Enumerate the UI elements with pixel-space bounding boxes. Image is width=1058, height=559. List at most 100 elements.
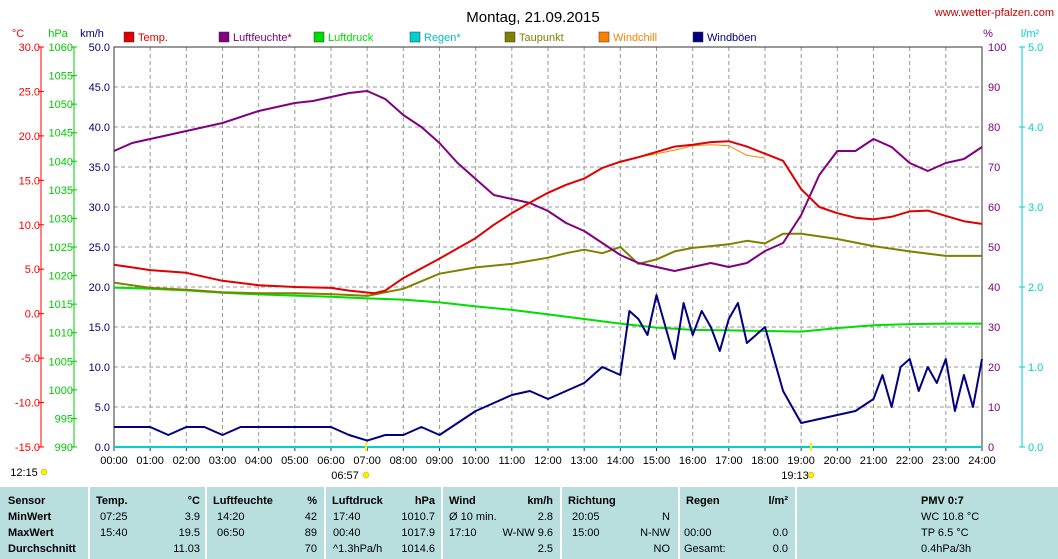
humidity-tick-label: 30 <box>988 322 1000 334</box>
humidity-tick-label: 50 <box>988 242 1000 254</box>
weather-chart: Montag, 21.09.2015 www.wetter-pfalzen.co… <box>10 7 1054 482</box>
stats-cell-dir-val: N-NW <box>640 527 670 539</box>
series-line <box>113 140 983 295</box>
temp-tick-label: -10.0 <box>15 398 40 410</box>
stats-cell-temp-val: 19.5 <box>178 527 200 539</box>
stats-cell-label: MaxWert <box>8 527 54 539</box>
stats-press-header: Luftdruck <box>332 495 383 507</box>
site-link[interactable]: www.wetter-pfalzen.com <box>934 7 1054 19</box>
legend-swatch <box>598 31 610 43</box>
sun-icon <box>40 468 48 476</box>
pressure-tick-label: 1010 <box>49 328 73 340</box>
stats-row: MinWert 07:25 3.9 14:20 42 17:40 1010.7 Ø 10 mi… <box>0 509 1058 525</box>
temp-tick-label: -5.0 <box>21 353 40 365</box>
stats-header-row: Sensor Temp. °C Luftfeuchte % Luftdruck … <box>0 493 1058 509</box>
x-tick-label: 19:00 <box>787 455 815 467</box>
x-tick-label: 04:00 <box>245 455 273 467</box>
stats-cell-pmv: WC 10.8 °C <box>921 511 980 523</box>
x-tick-label: 15:00 <box>643 455 671 467</box>
temp-tick-label: 20.0 <box>19 131 40 143</box>
sun-icon <box>807 471 815 479</box>
humidity-tick-label: 80 <box>988 122 1000 134</box>
rain-tick-label: 5.0 <box>1028 42 1043 54</box>
stats-cell-press-time: 00:40 <box>333 527 361 539</box>
temp-tick-label: 0.0 <box>25 309 40 321</box>
x-tick-label: 05:00 <box>281 455 309 467</box>
x-tick-label: 23:00 <box>932 455 960 467</box>
sun-icon <box>362 471 370 479</box>
x-tick-label: 07:00 <box>353 455 381 467</box>
sun-marker-label: 12:15 <box>10 467 38 479</box>
stats-cell-hum-val: 89 <box>304 527 317 539</box>
x-tick-label: 00:00 <box>100 455 128 467</box>
pressure-tick-label: 1025 <box>49 242 73 254</box>
wind-tick-label: 25.0 <box>89 242 110 254</box>
stats-cell-temp-val: 11.03 <box>173 543 200 555</box>
x-tick-label: 21:00 <box>860 455 888 467</box>
legend-swatch <box>409 31 421 43</box>
humidity-tick-label: 40 <box>988 282 1000 294</box>
stats-hum-header: Luftfeuchte <box>213 495 273 507</box>
pressure-tick-label: 1060 <box>49 42 73 54</box>
stats-cell-hum-time: 14:20 <box>217 511 245 523</box>
stats-cell-label: Durchschnitt <box>8 543 76 555</box>
stats-cell-pmv: 0.4hPa/3h <box>921 543 972 555</box>
legend-label: Windböen <box>707 32 757 44</box>
stats-temp-unit: °C <box>187 495 200 507</box>
stats-cell-press-time: 17:40 <box>333 511 361 523</box>
rain-tick-label: 2.0 <box>1028 282 1043 294</box>
tick-labels: 30.0 25.0 20.0 15.0 10.0 5.0 0.0 -5.0 -10.0 -15.0… <box>15 42 1043 467</box>
pressure-tick-label: 1040 <box>49 156 73 168</box>
humidity-tick-label: 20 <box>988 362 1000 374</box>
pressure-tick-label: 1050 <box>49 99 73 111</box>
stats-cell-hum-val: 42 <box>304 511 317 523</box>
stats-cell-press-val: 1010.7 <box>401 511 435 523</box>
wind-tick-label: 35.0 <box>89 162 110 174</box>
series-line <box>113 232 982 297</box>
legend: Temp. Luftfeuchte* Luftdruck Regen* Taupunkt… <box>123 31 757 44</box>
wind-tick-label: 10.0 <box>89 362 110 374</box>
pressure-tick-label: 1020 <box>49 271 73 283</box>
series-line <box>113 286 982 333</box>
sun-marker-label: 06:57 <box>331 470 359 482</box>
humidity-tick-label: 90 <box>988 82 1000 94</box>
rain-tick-label: 0.0 <box>1028 442 1043 454</box>
stats-rain-header: Regen <box>686 495 720 507</box>
stats-cell-wind-label: 17:10 <box>449 527 477 539</box>
stats-temp-header: Temp. <box>96 495 128 507</box>
wind-tick-label: 20.0 <box>89 282 110 294</box>
axis-unit-label: % <box>983 28 993 40</box>
x-tick-label: 03:00 <box>209 455 237 467</box>
stats-cell-wind-val: W-NW 9.6 <box>502 527 553 539</box>
legend-label: Taupunkt <box>519 32 564 44</box>
stats-cell-wind-label: Ø 10 min. <box>449 511 497 523</box>
legend-swatch <box>218 31 230 43</box>
x-tick-label: 10:00 <box>462 455 490 467</box>
legend-swatch <box>692 31 704 43</box>
temp-tick-label: 30.0 <box>19 42 40 54</box>
pressure-tick-label: 990 <box>55 442 73 454</box>
legend-swatch <box>313 31 325 43</box>
axis-unit-label: l/m² <box>1021 28 1040 40</box>
rain-tick-label: 1.0 <box>1028 362 1043 374</box>
stats-cell-press-val: 1017.9 <box>401 527 435 539</box>
wind-tick-label: 30.0 <box>89 202 110 214</box>
humidity-tick-label: 60 <box>988 202 1000 214</box>
x-tick-label: 24:00 <box>968 455 996 467</box>
stats-cell-dir-time: 20:05 <box>572 511 600 523</box>
pressure-tick-label: 1000 <box>49 385 73 397</box>
temp-tick-label: 15.0 <box>19 175 40 187</box>
stats-cell-press-time: ^1.3hPa/h <box>333 543 383 555</box>
legend-swatch <box>504 31 516 43</box>
humidity-tick-label: 100 <box>988 42 1006 54</box>
humidity-tick-label: 10 <box>988 402 1000 414</box>
x-tick-label: 12:00 <box>534 455 562 467</box>
pressure-tick-label: 1005 <box>49 356 73 368</box>
wind-tick-label: 45.0 <box>89 82 110 94</box>
stats-cell-dir-val: N <box>662 511 670 523</box>
stats-cell-rain-val: 0.0 <box>772 543 788 555</box>
axis-unit-labels: °C hPa km/h% l/m² <box>12 28 1040 40</box>
temp-tick-label: -15.0 <box>15 442 40 454</box>
stats-press-unit: hPa <box>414 495 435 507</box>
stats-sensor-header: Sensor <box>8 495 46 507</box>
